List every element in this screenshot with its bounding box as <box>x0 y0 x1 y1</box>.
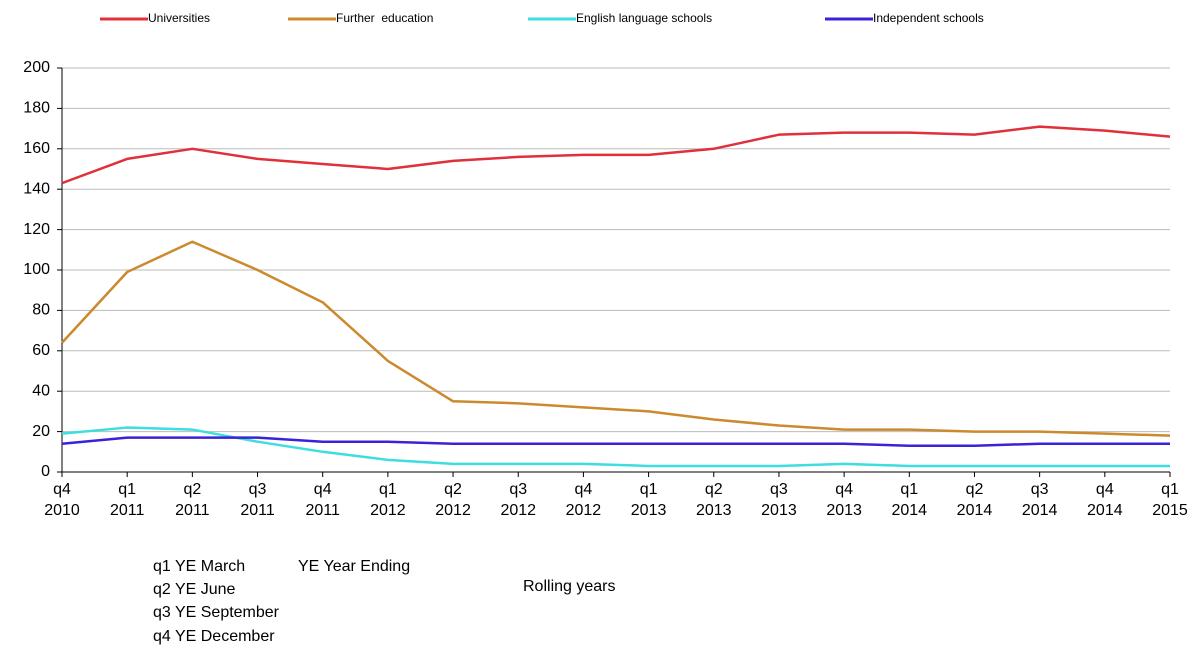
legend-label: English language schools <box>576 11 712 25</box>
x-tick-label: 2011 <box>240 502 275 519</box>
y-tick-label: 160 <box>23 140 50 157</box>
x-tick-label: 2014 <box>1022 502 1058 519</box>
x-tick-label: q1 <box>118 481 136 498</box>
note: q3 YE September <box>153 604 280 621</box>
x-tick-label: q1 <box>1161 481 1179 498</box>
legend-label: Universities <box>148 11 210 25</box>
x-tick-label: 2013 <box>761 502 797 519</box>
x-tick-label: q1 <box>640 481 658 498</box>
x-tick-label: 2013 <box>631 502 667 519</box>
x-tick-label: q2 <box>705 481 723 498</box>
x-tick-label: 2014 <box>1087 502 1123 519</box>
x-tick-label: 2012 <box>370 502 406 519</box>
x-tick-label: q1 <box>900 481 918 498</box>
y-tick-label: 0 <box>41 463 50 480</box>
note: q2 YE June <box>153 581 236 598</box>
y-tick-label: 180 <box>23 100 50 117</box>
x-tick-label: 2012 <box>566 502 602 519</box>
x-tick-label: q3 <box>1031 481 1049 498</box>
x-tick-label: 2010 <box>44 502 80 519</box>
x-tick-label: 2014 <box>891 502 927 519</box>
legend-label: Further education <box>336 11 433 25</box>
x-tick-label: q4 <box>314 481 332 498</box>
x-tick-label: 2014 <box>957 502 993 519</box>
x-tick-label: q4 <box>1096 481 1114 498</box>
x-tick-label: 2011 <box>175 502 210 519</box>
x-tick-label: q4 <box>53 481 71 498</box>
y-tick-label: 40 <box>32 382 50 399</box>
x-tick-label: q4 <box>575 481 593 498</box>
y-tick-label: 200 <box>23 59 50 76</box>
line <box>61 240 1171 437</box>
x-tick-label: 2015 <box>1152 502 1188 519</box>
x-tick-label: q2 <box>966 481 984 498</box>
x-tick-label: 2011 <box>306 502 341 519</box>
x-axis-title: Rolling years <box>523 578 615 595</box>
x-tick-label: q1 <box>379 481 397 498</box>
line <box>61 426 1170 468</box>
line <box>61 125 1171 185</box>
x-tick-label: q2 <box>444 481 462 498</box>
x-tick-label: q3 <box>509 481 527 498</box>
y-tick-label: 120 <box>23 221 50 238</box>
note: q4 YE December <box>153 628 275 645</box>
x-tick-label: q2 <box>183 481 201 498</box>
note: YE Year Ending <box>298 558 410 575</box>
y-tick-label: 60 <box>32 342 50 359</box>
legend-label: Independent schools <box>873 11 984 25</box>
x-tick-label: q3 <box>770 481 788 498</box>
y-tick-label: 100 <box>23 261 50 278</box>
x-tick-label: 2013 <box>696 502 732 519</box>
line <box>61 436 1170 447</box>
x-tick-label: 2013 <box>826 502 862 519</box>
note: q1 YE March <box>153 558 245 575</box>
y-tick-label: 140 <box>23 180 50 197</box>
y-tick-label: 20 <box>32 423 50 440</box>
x-tick-label: 2011 <box>110 502 145 519</box>
y-tick-label: 80 <box>32 302 50 319</box>
x-tick-label: q4 <box>835 481 853 498</box>
x-tick-label: 2012 <box>500 502 536 519</box>
x-tick-label: q3 <box>249 481 267 498</box>
x-tick-label: 2012 <box>435 502 471 519</box>
